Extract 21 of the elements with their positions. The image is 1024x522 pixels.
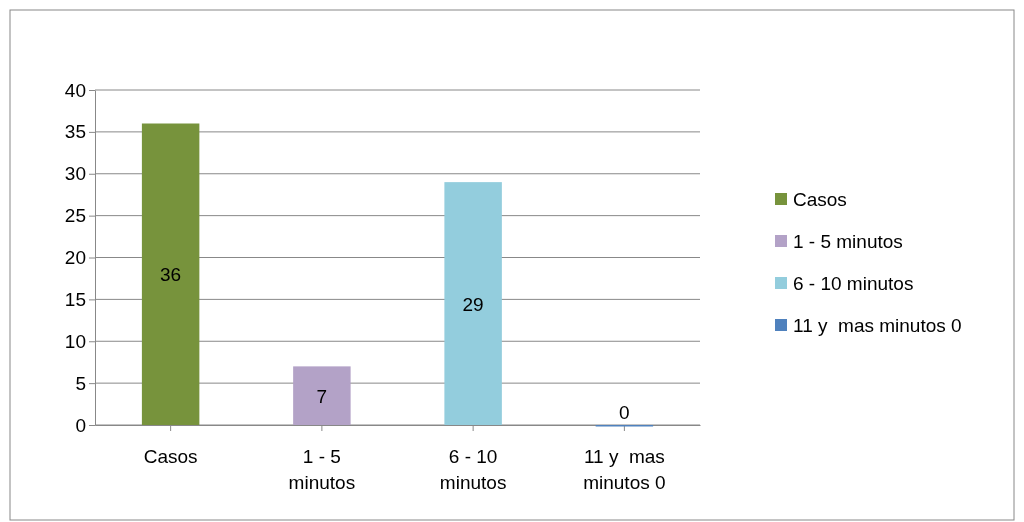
y-tick-label: 15 xyxy=(64,288,86,310)
y-tick-label: 40 xyxy=(64,79,86,101)
x-tick-label: 11 y mas minutos 0 xyxy=(583,446,666,493)
x-tick-label: Casos xyxy=(143,446,198,467)
y-tick-label: 30 xyxy=(64,163,86,185)
y-tick-label: 20 xyxy=(64,247,86,269)
data-label: 0 xyxy=(619,402,630,423)
data-label: 36 xyxy=(160,264,182,286)
data-label: 7 xyxy=(316,385,328,407)
legend-label: Casos xyxy=(793,189,847,210)
y-tick-label: 25 xyxy=(64,205,86,227)
y-tick-label: 10 xyxy=(64,330,86,352)
x-tick-label: 6 - 10 minutos xyxy=(439,446,507,493)
data-label: 29 xyxy=(462,293,484,315)
y-tick-label: 0 xyxy=(75,414,86,436)
legend-label: 1 - 5 minutos xyxy=(793,231,903,252)
legend-label: 11 y mas minutos 0 xyxy=(793,315,962,336)
y-tick-label: 35 xyxy=(64,121,86,143)
x-tick-label: 1 - 5 minutos xyxy=(288,446,356,493)
y-tick-label: 5 xyxy=(75,372,86,394)
legend-label: 6 - 10 minutos xyxy=(793,273,914,294)
